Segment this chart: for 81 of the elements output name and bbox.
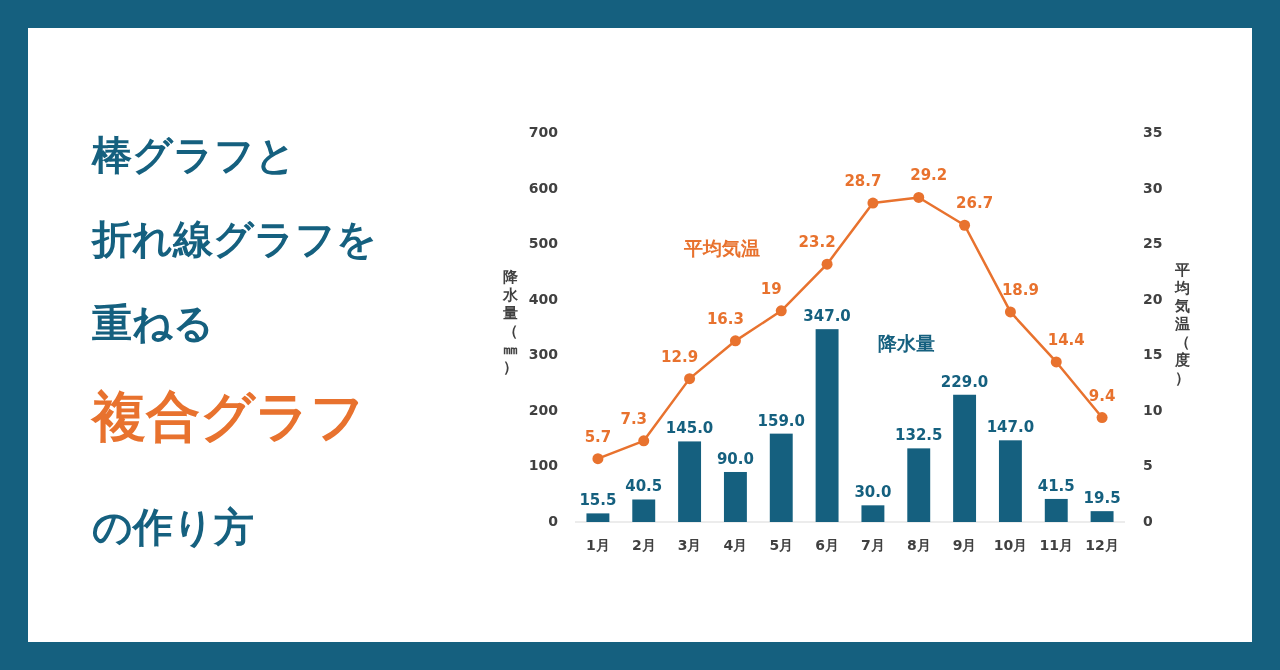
data-label: 28.7 [844, 172, 882, 191]
x-tick-label: 7月 [861, 537, 885, 553]
bar [1044, 498, 1068, 522]
bar [815, 329, 839, 522]
bar [953, 394, 977, 522]
data-label: 159.0 [757, 411, 805, 430]
data-label: 145.0 [665, 419, 714, 438]
y2-tick-label: 25 [1143, 235, 1163, 252]
data-label: 147.0 [986, 418, 1035, 437]
point [821, 258, 833, 270]
x-tick-label: 3月 [677, 537, 702, 553]
x-tick-label: 5月 [769, 537, 794, 553]
data-label: 30.0 [854, 483, 892, 502]
y2-tick-label: 30 [1143, 179, 1163, 196]
data-label: 12.9 [661, 347, 699, 366]
text: 棒グラフと折れ線グラフを重ねる複合グラフの作り方 [90, 132, 377, 550]
y-tick-label: 500 [528, 235, 559, 252]
bar [586, 513, 610, 522]
point [1096, 412, 1108, 424]
bar [907, 448, 931, 522]
data-label: 5.7 [584, 427, 612, 446]
x-tick-label: 2月 [631, 537, 656, 553]
data-label: 40.5 [625, 477, 663, 496]
data-label: 347.0 [803, 307, 851, 326]
y2-tick-label: 5 [1143, 457, 1153, 474]
text: 平均気温 [683, 237, 760, 259]
data-label: 7.3 [620, 409, 648, 428]
point [775, 305, 787, 317]
text: 降水量 [878, 332, 935, 354]
y-tick-label: 100 [528, 457, 559, 474]
y2-tick-label: 15 [1143, 346, 1163, 363]
x-tick-label: 1月 [586, 537, 610, 553]
data-label: 14.4 [1047, 330, 1085, 349]
data-label: 15.5 [579, 491, 617, 510]
y2-tick-label: 10 [1143, 401, 1163, 418]
point [638, 435, 650, 447]
bar [998, 440, 1022, 522]
data-label: 26.7 [956, 194, 994, 213]
data-label: 229.0 [940, 372, 989, 391]
y-tick-label: 300 [528, 346, 559, 363]
data-label: 23.2 [798, 233, 836, 252]
data-label: 132.5 [895, 426, 943, 445]
bar [723, 471, 747, 522]
y2-tick-label: 35 [1143, 124, 1163, 140]
x-tick-label: 10月 [993, 537, 1028, 553]
point [1004, 306, 1016, 318]
point [1050, 356, 1062, 368]
data-label: 41.5 [1037, 476, 1075, 495]
x-tick-label: 9月 [952, 537, 977, 553]
bar [769, 433, 793, 522]
y-tick-label: 400 [528, 290, 559, 307]
point [684, 373, 696, 385]
point [729, 335, 741, 347]
x-tick-label: 12月 [1085, 537, 1119, 553]
data-label: 18.9 [1001, 280, 1039, 299]
bar [632, 499, 656, 522]
data-label: 16.3 [706, 309, 744, 328]
data-label: 9.4 [1088, 386, 1116, 405]
data-label: 90.0 [716, 449, 754, 468]
y-tick-label: 700 [528, 124, 559, 140]
y-tick-label: 0 [548, 513, 559, 529]
point [867, 197, 879, 209]
bar [1090, 511, 1114, 522]
y2-tick-label: 0 [1143, 513, 1153, 529]
point [959, 219, 971, 231]
point [592, 453, 604, 465]
data-label: 19 [760, 279, 782, 298]
y-axis-title: 降水量（㎜） [501, 268, 519, 376]
bar [678, 441, 702, 522]
x-tick-label: 6月 [815, 537, 839, 553]
y2-axis-title: 平均気温（度） [1173, 261, 1190, 387]
data-label: 29.2 [910, 166, 948, 185]
bar [861, 505, 885, 522]
y-tick-label: 600 [528, 179, 559, 196]
y-tick-label: 200 [528, 401, 559, 418]
x-tick-label: 8月 [906, 537, 931, 553]
point [913, 191, 925, 203]
x-tick-label: 11月 [1039, 537, 1073, 553]
y2-tick-label: 20 [1143, 290, 1163, 307]
x-tick-label: 4月 [723, 537, 748, 553]
data-label: 19.5 [1083, 489, 1121, 508]
